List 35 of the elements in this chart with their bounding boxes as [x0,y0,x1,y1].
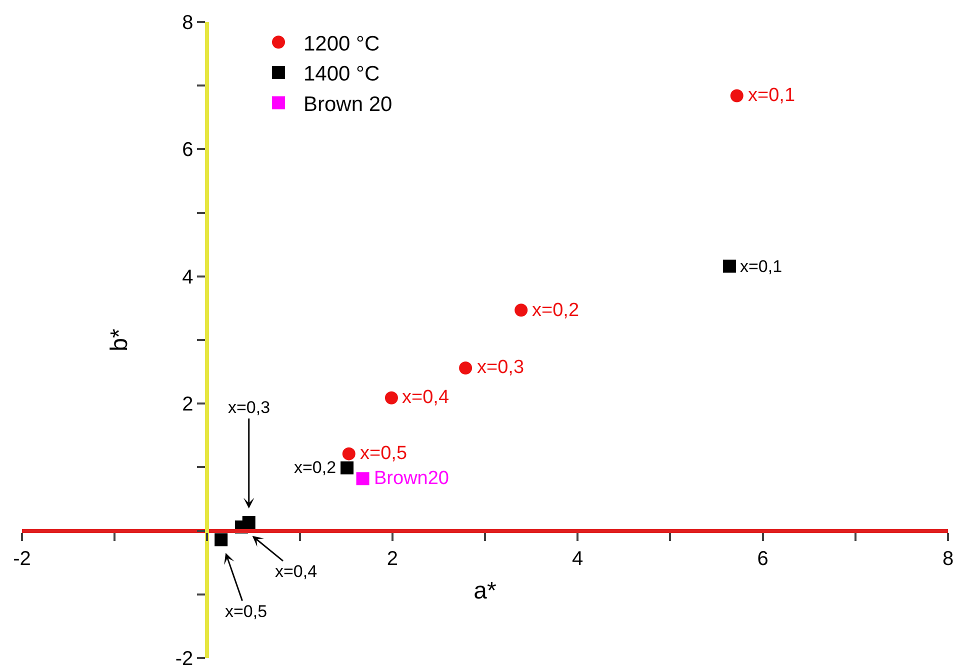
annotation: x=0,3 [228,398,270,417]
y-tick-label: 2 [182,394,194,416]
annotation: x=0,3 [477,357,524,378]
legend-label: 1200 °C [304,32,380,56]
point [356,472,370,486]
x-tick-label: 8 [942,548,954,570]
y-tick-label: -2 [175,648,194,670]
annotation: Brown20 [374,468,449,489]
annotation: x=0,5 [225,602,268,621]
x-tick-label: 2 [386,548,398,570]
point [730,89,744,102]
point [342,447,356,460]
point [722,260,736,273]
legend-label: 1400 °C [304,62,380,86]
annotation: x=0,1 [748,85,796,106]
point [384,391,398,404]
x-axis-title: a* [474,578,496,605]
y-axis-title: b* [106,328,134,352]
y-tick-label: 8 [182,12,194,34]
annotation: x=0,4 [402,387,450,408]
legend-label: Brown 20 [304,92,392,116]
point [514,304,528,317]
y-tick-label: 6 [182,139,194,162]
annotation: x=0,2 [294,458,336,477]
annotation: x=0,2 [532,300,580,321]
annotation: x=0,5 [360,443,408,464]
x-tick-label: 6 [757,548,768,570]
x-tick-label: 4 [572,548,584,570]
point [459,361,472,374]
point [340,461,354,474]
point [214,533,228,546]
annotation: x=0,1 [740,257,782,276]
x-tick-label: -2 [13,548,31,570]
annotation: x=0,4 [275,562,318,581]
y-tick-label: 4 [182,266,194,288]
